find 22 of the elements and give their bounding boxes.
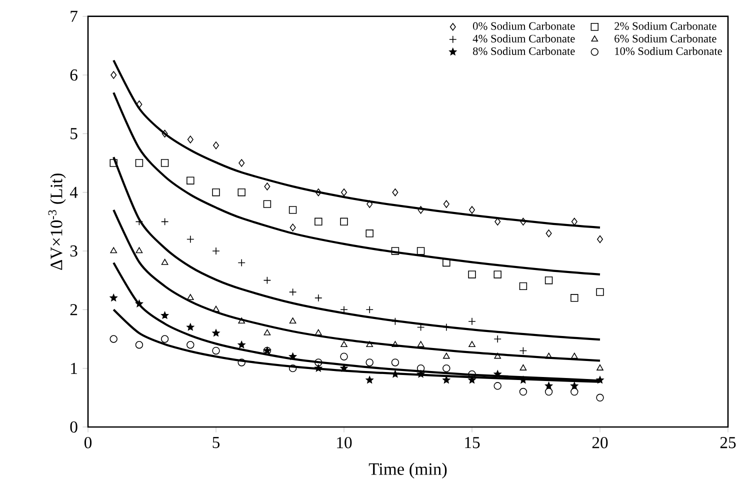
legend-label: 2% Sodium Carbonate — [614, 22, 716, 30]
y-tick-label: 0 — [70, 421, 78, 433]
y-tick-label: 7 — [70, 10, 78, 22]
y-tick-label: 2 — [70, 304, 78, 316]
y-tick-label: 6 — [70, 69, 78, 81]
y-tick-label: 5 — [70, 128, 78, 140]
legend-label: 10% Sodium Carbonate — [615, 47, 722, 56]
x-tick-label: 10 — [337, 437, 352, 448]
x-tick-label: 0 — [84, 437, 92, 448]
x-tick-label: 5 — [212, 437, 220, 448]
x-tick-label: 20 — [592, 437, 608, 448]
x-axis-title: Time (min) — [368, 462, 447, 478]
legend-label: 8% Sodium Carbonate — [473, 47, 575, 56]
y-tick-label: 3 — [70, 245, 78, 257]
x-tick-label: 25 — [720, 437, 736, 448]
legend-label: 6% Sodium Carbonate — [614, 34, 716, 42]
legend-label: 0% Sodium Carbonate — [473, 22, 575, 30]
legend-label: 4% Sodium Carbonate — [472, 34, 575, 42]
y-tick-label: 4 — [70, 186, 78, 198]
y-axis-title: ΔV×10$^{-3}$ (Lit) — [48, 174, 66, 270]
x-tick-label: 15 — [465, 437, 480, 448]
y-tick-label: 1 — [71, 362, 77, 374]
